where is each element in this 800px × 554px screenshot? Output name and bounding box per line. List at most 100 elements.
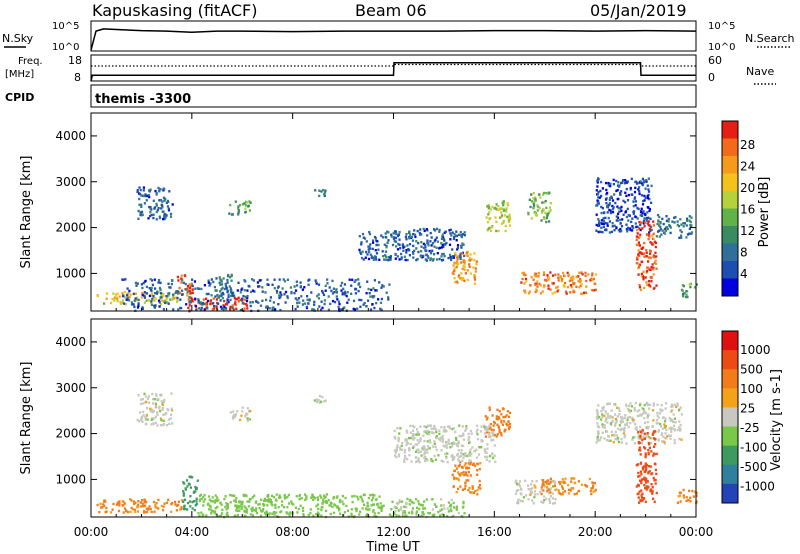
heatmap-cell	[488, 205, 491, 209]
heatmap-cell	[595, 223, 598, 227]
heatmap-cell	[184, 507, 187, 511]
heatmap-cell	[151, 294, 154, 297]
heatmap-cell	[465, 253, 468, 257]
heatmap-cell	[224, 282, 227, 286]
heatmap-cell	[419, 450, 422, 453]
heatmap-cell	[640, 252, 643, 255]
heatmap-cell	[456, 248, 459, 251]
heatmap-cell	[589, 279, 592, 282]
heatmap-cell	[646, 222, 649, 225]
heatmap-cell	[269, 299, 272, 302]
heatmap-cell	[680, 438, 683, 441]
heatmap-cell	[546, 213, 549, 216]
heatmap-cell	[382, 285, 385, 288]
heatmap-cell	[658, 215, 661, 219]
heatmap-cell	[549, 495, 552, 498]
heatmap-cell	[420, 241, 423, 244]
heatmap-cell	[366, 501, 369, 504]
heatmap-cell	[528, 290, 531, 293]
heatmap-cell	[409, 233, 412, 236]
heatmap-cell	[644, 179, 647, 182]
heatmap-cell	[138, 420, 141, 423]
heatmap-cell	[669, 231, 672, 235]
heatmap-cell	[546, 486, 549, 489]
heatmap-cell	[665, 428, 668, 432]
heatmap-cell	[522, 271, 525, 275]
heatmap-cell	[272, 495, 275, 499]
heatmap-cell	[646, 195, 649, 198]
heatmap-cell	[235, 506, 239, 509]
heatmap-cell	[597, 218, 600, 221]
heatmap-cell	[292, 503, 295, 506]
heatmap-cell	[473, 275, 476, 279]
heatmap-cell	[615, 434, 619, 437]
heatmap-cell	[151, 283, 154, 287]
heatmap-cell	[581, 273, 584, 276]
heatmap-cell	[358, 282, 361, 285]
heatmap-cell	[244, 200, 247, 204]
heatmap-cell	[643, 255, 646, 258]
heatmap-cell	[249, 304, 252, 308]
heatmap-cell	[407, 447, 411, 450]
heatmap-cell	[669, 418, 672, 421]
heatmap-cell	[388, 283, 391, 286]
heatmap-cell	[594, 288, 597, 291]
heatmap-cell	[459, 461, 462, 464]
heatmap-cell	[543, 284, 546, 287]
heatmap-cell	[533, 484, 536, 487]
heatmap-cell	[546, 274, 549, 277]
heatmap-cell	[416, 438, 419, 442]
heatmap-cell	[572, 290, 575, 294]
heatmap-cell	[475, 260, 478, 263]
heatmap-cell	[663, 426, 667, 429]
heatmap-cell	[455, 477, 458, 480]
heatmap-cell	[140, 283, 143, 286]
heatmap-cell	[453, 506, 456, 509]
heatmap-cell	[643, 199, 646, 202]
heatmap-cell	[608, 198, 611, 202]
heatmap-cell	[180, 506, 183, 509]
heatmap-cell	[625, 423, 628, 427]
heatmap-cell	[212, 297, 215, 300]
heatmap-cell	[611, 419, 614, 422]
heatmap-cell	[149, 188, 152, 191]
heatmap-cell	[415, 498, 418, 501]
heatmap-cell	[369, 295, 372, 298]
heatmap-cell	[575, 285, 578, 288]
heatmap-cell	[453, 267, 456, 270]
heatmap-cell	[637, 249, 640, 252]
heatmap-cell	[303, 493, 307, 496]
heatmap-cell	[631, 438, 634, 441]
heatmap-cell	[147, 395, 150, 398]
heatmap-cell	[434, 436, 438, 440]
heatmap-cell	[654, 468, 657, 472]
heatmap-cell	[671, 427, 674, 430]
heatmap-cell	[323, 192, 326, 196]
heatmap-cell	[546, 479, 549, 482]
heatmap-cell	[172, 297, 175, 300]
heatmap-cell	[455, 490, 458, 494]
heatmap-cell	[327, 308, 330, 312]
heatmap-cell	[220, 503, 223, 506]
heatmap-cell	[372, 509, 375, 512]
heatmap-cell	[661, 229, 664, 232]
heatmap-cell	[269, 296, 272, 299]
heatmap-cell	[596, 412, 599, 415]
heatmap-cell	[155, 192, 158, 195]
heatmap-cell	[122, 511, 125, 514]
heatmap-cell	[613, 229, 616, 232]
heatmap-cell	[450, 234, 453, 237]
heatmap-cell	[197, 298, 200, 301]
heatmap-cell	[595, 416, 598, 419]
heatmap-cell	[485, 216, 488, 219]
heatmap-cell	[275, 289, 278, 293]
heatmap-cell	[543, 499, 546, 502]
heatmap-cell	[543, 485, 547, 488]
heatmap-cell	[414, 450, 418, 453]
heatmap-cell	[615, 189, 618, 193]
heatmap-cell	[225, 286, 228, 289]
heatmap-cell	[609, 422, 612, 425]
heatmap-cell	[321, 306, 324, 310]
heatmap-cell	[448, 243, 452, 246]
heatmap-cell	[366, 280, 369, 283]
